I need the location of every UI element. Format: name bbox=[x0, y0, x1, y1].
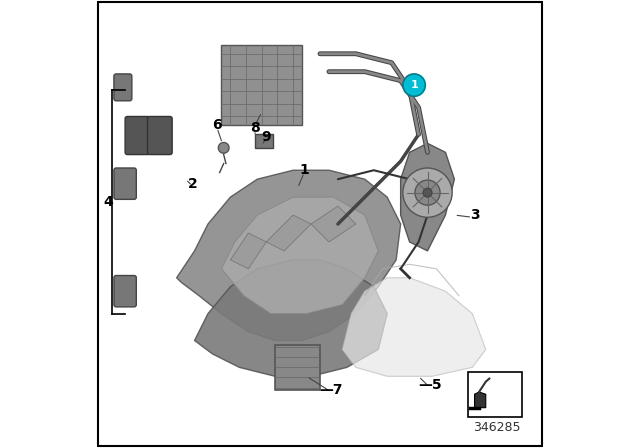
Text: 2: 2 bbox=[188, 177, 197, 191]
Polygon shape bbox=[311, 206, 356, 242]
Polygon shape bbox=[221, 197, 378, 314]
Text: 1: 1 bbox=[300, 163, 309, 177]
Text: —7: —7 bbox=[319, 383, 343, 397]
Text: 346285: 346285 bbox=[473, 421, 521, 435]
Bar bbox=[275, 345, 320, 390]
Polygon shape bbox=[195, 260, 387, 376]
Text: 6: 6 bbox=[212, 118, 222, 133]
Circle shape bbox=[403, 168, 452, 217]
Polygon shape bbox=[475, 392, 486, 408]
Bar bbox=[221, 45, 302, 125]
Circle shape bbox=[218, 142, 229, 153]
Text: 8: 8 bbox=[250, 121, 260, 135]
Text: 3: 3 bbox=[470, 208, 479, 222]
FancyBboxPatch shape bbox=[125, 116, 150, 155]
FancyBboxPatch shape bbox=[114, 276, 136, 307]
Bar bbox=[255, 134, 273, 148]
FancyBboxPatch shape bbox=[148, 116, 172, 155]
Polygon shape bbox=[177, 170, 401, 340]
Text: 4: 4 bbox=[104, 194, 113, 209]
Text: 1: 1 bbox=[410, 80, 418, 90]
Circle shape bbox=[415, 180, 440, 205]
Text: —5: —5 bbox=[418, 378, 442, 392]
Bar bbox=[468, 372, 522, 417]
Polygon shape bbox=[266, 215, 311, 251]
FancyBboxPatch shape bbox=[114, 74, 132, 101]
Circle shape bbox=[423, 188, 432, 197]
Polygon shape bbox=[342, 278, 486, 376]
Text: 9: 9 bbox=[261, 129, 271, 144]
Polygon shape bbox=[401, 143, 454, 251]
Polygon shape bbox=[230, 233, 266, 269]
FancyBboxPatch shape bbox=[114, 168, 136, 199]
Circle shape bbox=[403, 74, 425, 96]
